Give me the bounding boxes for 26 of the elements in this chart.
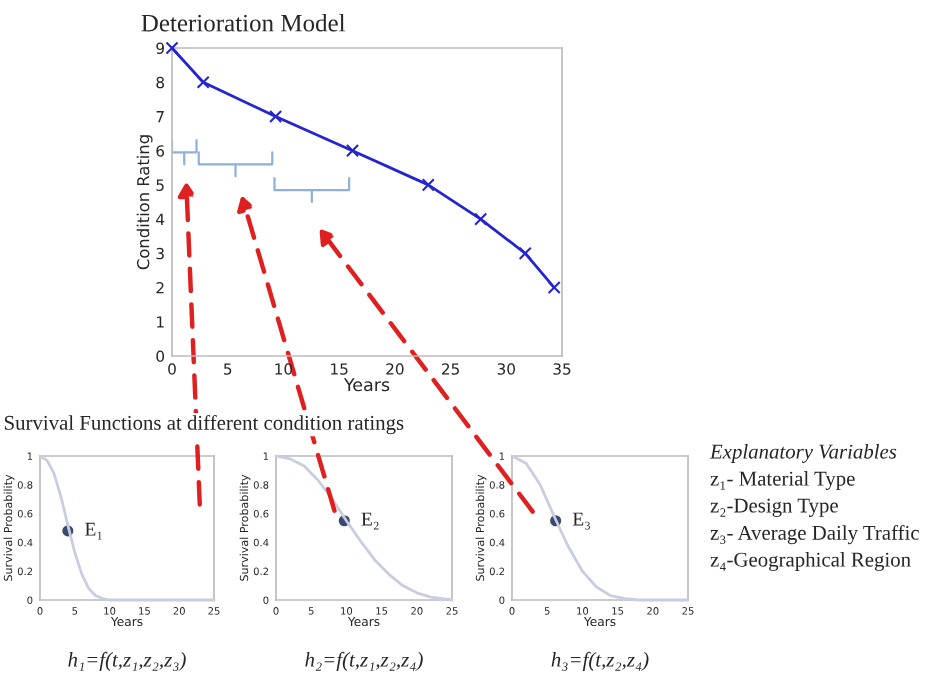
- point: [421, 178, 435, 192]
- annotation: E₁: [85, 522, 102, 540]
- line-series: [274, 454, 454, 602]
- point: [345, 144, 360, 158]
- point: [547, 280, 561, 295]
- point: [269, 109, 283, 124]
- point: [474, 212, 488, 226]
- text: Survival Functions at different condition ratings: [4, 414, 404, 435]
- point: [196, 75, 210, 89]
- x-axis-title: Years: [343, 378, 390, 392]
- text: z₂-Design Type: [710, 498, 838, 517]
- text: z₃- Average Daily Traffic: [710, 525, 919, 545]
- annotation: E₂: [361, 512, 379, 530]
- line-series: [510, 454, 690, 602]
- annotation: E₃: [572, 512, 590, 530]
- point: [165, 41, 179, 55]
- point: [518, 246, 532, 260]
- text: h₁=f(t,z₁,z₂,z₃): [68, 651, 186, 671]
- chart-title: Deterioration Model: [141, 13, 346, 32]
- y-axis-title: Condition Rating: [136, 135, 153, 270]
- text: Explanatory Variables: [709, 444, 897, 463]
- text: h₃=f(t,z₂,z₄): [551, 651, 649, 671]
- text: h₂=f(t,z₁,z₂,z₄): [305, 651, 423, 671]
- text: z₁- Material Type: [710, 471, 855, 490]
- line-series: [38, 454, 216, 602]
- text: z₄-Geographical Region: [710, 552, 911, 571]
